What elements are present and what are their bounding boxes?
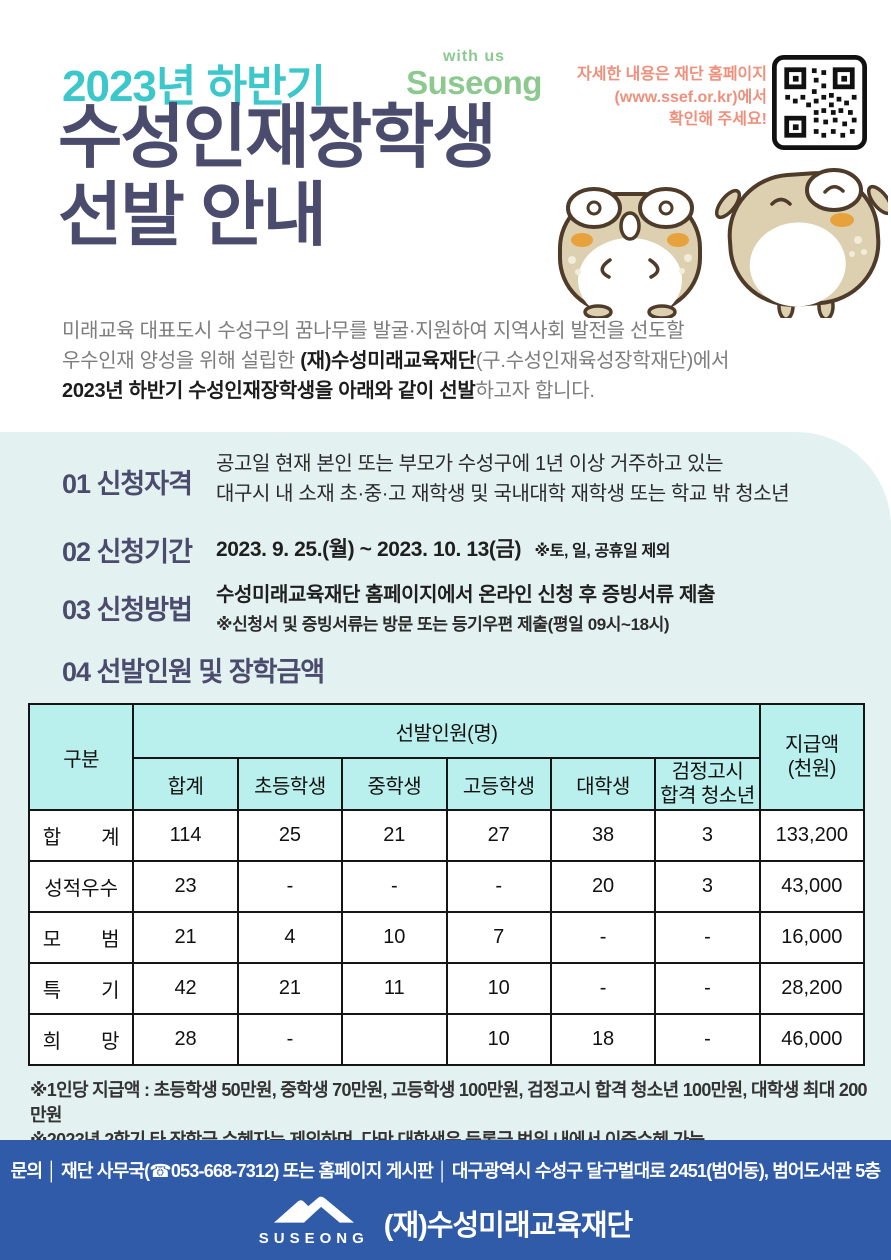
period-note: ※토, 일, 공휴일 제외 [534, 543, 671, 560]
contact-info: 문의 │ 재단 사무국(☎053-668-7312) 또는 홈페이지 게시판 │… [10, 1161, 881, 1181]
table-header-row: 구분 선발인원(명) 지급액 (천원) [27, 703, 866, 811]
row-label: 합 계 [27, 809, 135, 862]
cell: 21 [341, 809, 448, 862]
cell: 25 [236, 809, 344, 862]
intro-line3: 2023년 하반기 수성인재장학생을 아래와 같이 선발하고자 합니다. [62, 380, 595, 402]
brand-name: Suseong [406, 64, 542, 101]
mountain-logo-icon [271, 1194, 357, 1229]
cell: 28 [132, 1013, 239, 1066]
qr-note: 자세한 내용은 재단 홈페이지 (www.ssef.or.kr)에서 확인해 주… [545, 64, 767, 132]
cell: 114 [132, 809, 239, 862]
cell [341, 1013, 448, 1066]
cell: - [654, 911, 761, 964]
table-subheader-row: 합계 초등학생 중학생 고등학생 대학생 검정고시 합격 청소년 [29, 757, 864, 811]
col-header-total: 합계 [132, 757, 239, 811]
cell: 3 [654, 860, 761, 913]
section-eligibility-title: 01 신청자격 [62, 469, 193, 499]
table-row: 합 계 114 25 21 27 38 3 133,200 [27, 809, 866, 862]
table-row: 성적우수 23 - - - 20 3 43,000 [27, 860, 866, 913]
cell: 21 [236, 962, 344, 1015]
cell: - [549, 962, 657, 1015]
intro-line1: 미래교육 대표도시 수성구의 꿈나무를 발굴·지원하여 지역사회 발전을 선도할 [62, 320, 685, 342]
cell: 20 [549, 860, 657, 913]
qr-note-line: (www.ssef.or.kr)에서 [614, 88, 767, 106]
period-title: 2023년 하반기 [62, 62, 326, 111]
col-header-high: 고등학생 [445, 757, 552, 811]
intro-line2: 우수인재 양성을 위해 설립한 (재)수성미래교육재단(구.수성인재육성장학재단… [62, 350, 730, 372]
cell-payment: 28,200 [758, 962, 866, 1015]
page-title: 수성인재장학생 선발 안내 [58, 98, 497, 255]
qr-note-line: 확인해 주세요! [668, 111, 767, 129]
cell: - [341, 860, 448, 913]
col-header-payment: 지급액 (천원) [758, 703, 866, 811]
cell-payment: 46,000 [758, 1013, 866, 1066]
method-main: 수성미래교육재단 홈페이지에서 온라인 신청 후 증빙서류 제출 [216, 584, 715, 606]
col-header-ged: 검정고시 합격 청소년 [654, 757, 761, 811]
application-period: 2023. 9. 25.(월) ~ 2023. 10. 13(금) [216, 538, 522, 561]
cell: - [236, 860, 344, 913]
row-label: 모 범 [27, 911, 135, 964]
mascot-characters-icon [548, 158, 891, 322]
table-row: 특 기 42 21 11 10 - - 28,200 [27, 962, 866, 1015]
section-method-text: 수성미래교육재단 홈페이지에서 온라인 신청 후 증빙서류 제출 ※신청서 및 … [216, 578, 715, 635]
cell: - [236, 1013, 344, 1066]
row-label: 특 기 [27, 962, 135, 1015]
footer-logo: SUSEONG (재)수성미래교육재단 [0, 1184, 891, 1256]
selection-table: 구분 선발인원(명) 지급액 (천원) 합계 초등학생 중학생 고등학생 대학생… [27, 703, 866, 1066]
section-eligibility-text: 공고일 현재 본인 또는 부모가 수성구에 1년 이상 거주하고 있는 대구시 … [216, 453, 790, 505]
row-label: 성적우수 [27, 860, 135, 913]
organization-name: (재)수성미래교육재단 [383, 1210, 633, 1242]
section-period-text: 2023. 9. 25.(월) ~ 2023. 10. 13(금) ※토, 일,… [216, 533, 671, 563]
section-method-title: 03 신청방법 [62, 595, 193, 625]
cell: 38 [549, 809, 657, 862]
brand-tagline: with us [442, 48, 506, 65]
footer: 문의 │ 재단 사무국(☎053-668-7312) 또는 홈페이지 게시판 │… [0, 1140, 891, 1260]
intro-paragraph: 미래교육 대표도시 수성구의 꿈나무를 발굴·지원하여 지역사회 발전을 선도할… [62, 316, 852, 406]
footnote-payment: ※1인당 지급액 : 초등학생 50만원, 중학생 70만원, 고등학생 100… [30, 1080, 868, 1126]
col-header-elementary: 초등학생 [236, 757, 344, 811]
cell: 10 [445, 1013, 552, 1066]
page-title-line1: 수성인재장학생 [58, 98, 497, 176]
logo-wordmark: SUSEONG [258, 1229, 369, 1247]
foundation-name: (재)수성미래교육재단 [300, 350, 476, 372]
col-header-middle: 중학생 [341, 757, 448, 811]
cell: 27 [445, 809, 552, 862]
cell: 11 [341, 962, 448, 1015]
cell: 7 [445, 911, 552, 964]
cell: 3 [654, 809, 761, 862]
cell: 10 [341, 911, 448, 964]
col-header-university: 대학생 [549, 757, 657, 811]
page-title-line2: 선발 안내 [58, 176, 327, 255]
suseong-brand-logo: with us Suseong [396, 48, 552, 102]
cell: 10 [445, 962, 552, 1015]
table-row: 모 범 21 4 10 7 - - 16,000 [27, 911, 866, 964]
cell: 21 [132, 911, 239, 964]
table-row: 희 망 28 - 10 18 - 46,000 [27, 1013, 866, 1066]
cell: 18 [549, 1013, 657, 1066]
cell: 4 [236, 911, 344, 964]
qr-note-line: 자세한 내용은 재단 홈페이지 [577, 66, 767, 83]
row-label: 희 망 [27, 1013, 135, 1066]
section-selection-title: 04 선발인원 및 장학금액 [62, 657, 325, 687]
section-period-title: 02 신청기간 [62, 537, 193, 567]
cell-payment: 16,000 [758, 911, 866, 964]
cell: - [549, 911, 657, 964]
col-header-category: 구분 [27, 703, 135, 811]
suseong-logo-stack: SUSEONG [259, 1194, 369, 1247]
cell: - [445, 860, 552, 913]
cell: 23 [132, 860, 239, 913]
method-note: ※신청서 및 증빙서류는 방문 또는 등기우편 제출(평일 09시~18시) [216, 615, 670, 634]
cell: - [654, 1013, 761, 1066]
cell: - [654, 962, 761, 1015]
col-header-selection-count: 선발인원(명) [132, 703, 761, 759]
qr-code-icon [772, 55, 867, 150]
cell-payment: 43,000 [758, 860, 866, 913]
cell-payment: 133,200 [758, 809, 866, 862]
cell: 42 [132, 962, 239, 1015]
